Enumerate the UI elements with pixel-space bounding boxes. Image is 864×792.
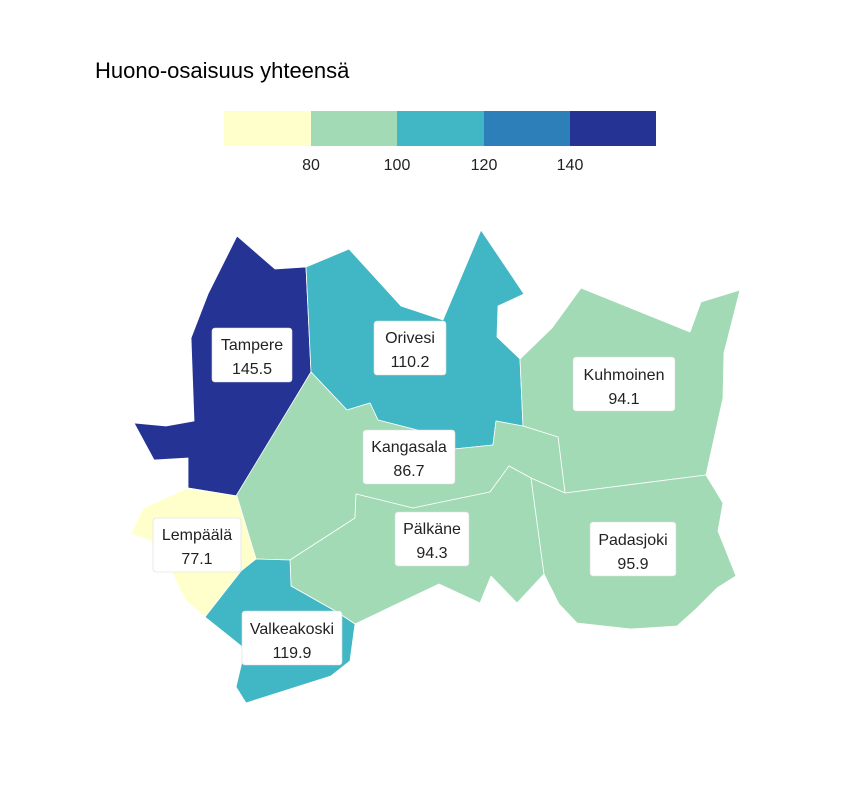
legend-tick-label: 120 xyxy=(471,157,498,174)
region-name-kuhmoinen: Kuhmoinen xyxy=(584,367,665,384)
region-value-palkane: 94.3 xyxy=(416,545,447,562)
region-name-palkane: Pälkäne xyxy=(403,521,461,538)
legend-tick-label: 140 xyxy=(557,157,584,174)
legend: 80 100 120 140 xyxy=(224,111,656,174)
legend-tick-label: 80 xyxy=(302,157,320,174)
legend-tick-label: 100 xyxy=(384,157,411,174)
legend-swatch-5 xyxy=(570,111,656,146)
legend-swatch-1 xyxy=(224,111,311,146)
label-orivesi: Orivesi 110.2 xyxy=(373,320,447,376)
map-title: Huono-osaisuus yhteensä xyxy=(95,58,350,83)
region-value-padasjoki: 95.9 xyxy=(617,556,648,573)
region-name-orivesi: Orivesi xyxy=(385,330,435,347)
legend-swatch-4 xyxy=(484,111,570,146)
legend-swatch-3 xyxy=(397,111,484,146)
region-value-tampere: 145.5 xyxy=(232,361,272,378)
region-name-kangasala: Kangasala xyxy=(371,439,447,456)
region-value-orivesi: 110.2 xyxy=(391,354,430,371)
region-name-valkeakoski: Valkeakoski xyxy=(250,621,334,638)
region-value-kangasala: 86.7 xyxy=(393,463,424,480)
label-valkeakoski: Valkeakoski 119.9 xyxy=(241,610,343,666)
label-lempaala: Lempäälä 77.1 xyxy=(152,517,242,573)
region-labels: Tampere 145.5 Orivesi 110.2 Kuhmoinen 94… xyxy=(152,320,677,666)
region-value-lempaala: 77.1 xyxy=(181,551,212,568)
label-kangasala: Kangasala 86.7 xyxy=(362,429,456,485)
region-name-lempaala: Lempäälä xyxy=(162,527,232,544)
region-name-tampere: Tampere xyxy=(221,337,283,354)
label-kuhmoinen: Kuhmoinen 94.1 xyxy=(572,356,676,412)
label-palkane: Pälkäne 94.3 xyxy=(394,511,470,567)
region-value-valkeakoski: 119.9 xyxy=(273,645,312,662)
label-padasjoki: Padasjoki 95.9 xyxy=(589,521,677,577)
label-tampere: Tampere 145.5 xyxy=(211,327,293,383)
region-value-kuhmoinen: 94.1 xyxy=(608,391,639,408)
region-name-padasjoki: Padasjoki xyxy=(598,532,667,549)
legend-swatch-2 xyxy=(311,111,397,146)
